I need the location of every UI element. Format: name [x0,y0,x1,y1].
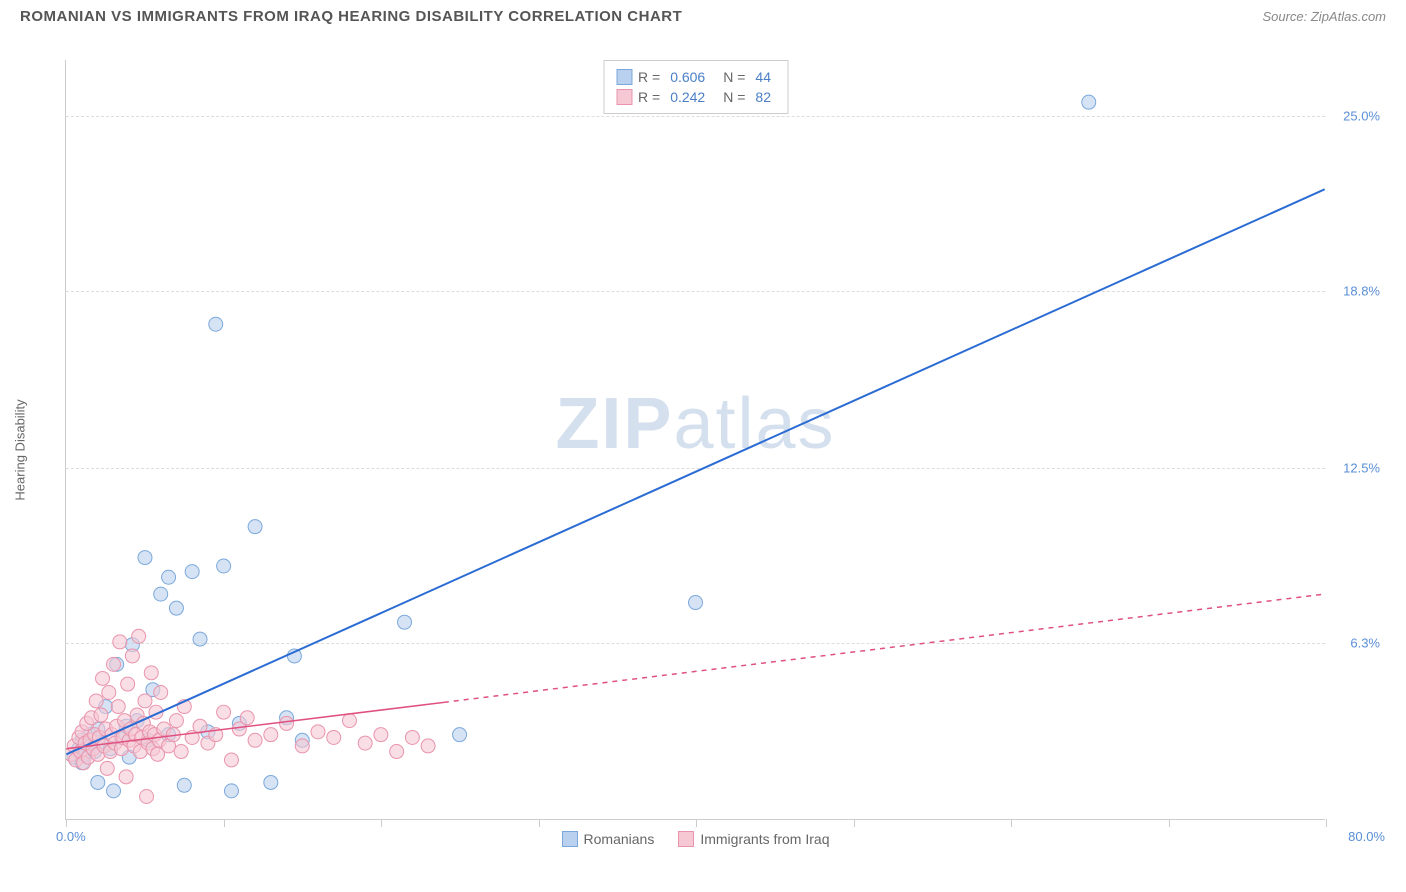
x-tick [1326,819,1327,827]
plot-area: ZIPatlas R = 0.606 N = 44 R = 0.242 N = … [65,60,1325,820]
scatter-point [295,739,309,753]
scatter-point [405,730,419,744]
x-tick [1169,819,1170,827]
scatter-point [154,686,168,700]
scatter-point [342,714,356,728]
scatter-point [107,784,121,798]
scatter-point [264,775,278,789]
scatter-point [96,671,110,685]
scatter-point [100,761,114,775]
scatter-point [89,694,103,708]
scatter-point [119,770,133,784]
x-tick [539,819,540,827]
legend-swatch-icon [616,89,632,105]
scatter-point [113,635,127,649]
scatter-point [91,775,105,789]
n-value: 44 [755,69,771,85]
scatter-point [125,649,139,663]
x-axis-min-label: 0.0% [56,829,86,844]
scatter-point [102,686,116,700]
n-label: N = [723,69,745,85]
scatter-point [224,753,238,767]
chart-title: ROMANIAN VS IMMIGRANTS FROM IRAQ HEARING… [20,8,682,25]
n-label: N = [723,89,745,105]
scatter-point [162,570,176,584]
scatter-point [358,736,372,750]
scatter-point [140,790,154,804]
scatter-point [169,714,183,728]
source-label: Source: ZipAtlas.com [1262,9,1386,24]
r-label: R = [638,89,660,105]
legend-swatch-icon [562,831,578,847]
scatter-point [217,705,231,719]
scatter-point [224,784,238,798]
scatter-point [217,559,231,573]
chart-container: Hearing Disability ZIPatlas R = 0.606 N … [50,40,1390,860]
legend-swatch-icon [678,831,694,847]
x-tick [696,819,697,827]
scatter-point [264,728,278,742]
y-tick-label: 12.5% [1343,461,1380,476]
scatter-point [390,745,404,759]
scatter-point [248,520,262,534]
scatter-point [144,666,158,680]
x-tick [381,819,382,827]
scatter-point [154,587,168,601]
scatter-point [177,778,191,792]
scatter-point [421,739,435,753]
series-legend-label: Romanians [584,831,655,847]
scatter-point [185,565,199,579]
trend-line [66,189,1324,754]
scatter-point [689,596,703,610]
series-legend-item: Romanians [562,831,655,847]
scatter-point [453,728,467,742]
scatter-point [138,551,152,565]
series-legend-item: Immigrants from Iraq [678,831,829,847]
stats-legend-row: R = 0.242 N = 82 [616,87,775,107]
r-value: 0.606 [670,69,705,85]
scatter-point [138,694,152,708]
x-tick [224,819,225,827]
legend-swatch-icon [616,69,632,85]
y-axis-label: Hearing Disability [13,399,28,500]
trend-line-dashed [444,594,1325,702]
x-tick [854,819,855,827]
y-tick-label: 25.0% [1343,109,1380,124]
scatter-point [374,728,388,742]
n-value: 82 [755,89,771,105]
scatter-point [174,745,188,759]
x-axis-max-label: 80.0% [1348,829,1385,844]
scatter-point [280,716,294,730]
r-label: R = [638,69,660,85]
stats-legend-row: R = 0.606 N = 44 [616,67,775,87]
scatter-point [169,601,183,615]
scatter-point [209,317,223,331]
scatter-point [240,711,254,725]
y-tick-label: 18.8% [1343,283,1380,298]
scatter-point [111,700,125,714]
y-tick-label: 6.3% [1350,635,1380,650]
scatter-point [248,733,262,747]
scatter-point [94,708,108,722]
scatter-point [132,629,146,643]
scatter-point [121,677,135,691]
series-legend-label: Immigrants from Iraq [700,831,829,847]
x-tick [1011,819,1012,827]
r-value: 0.242 [670,89,705,105]
scatter-point [107,657,121,671]
scatter-point [398,615,412,629]
scatter-point [311,725,325,739]
scatter-point [193,632,207,646]
series-legend: Romanians Immigrants from Iraq [562,831,830,847]
scatter-plot [66,60,1325,819]
stats-legend: R = 0.606 N = 44 R = 0.242 N = 82 [603,60,788,114]
scatter-point [327,730,341,744]
scatter-point [1082,95,1096,109]
x-tick [66,819,67,827]
